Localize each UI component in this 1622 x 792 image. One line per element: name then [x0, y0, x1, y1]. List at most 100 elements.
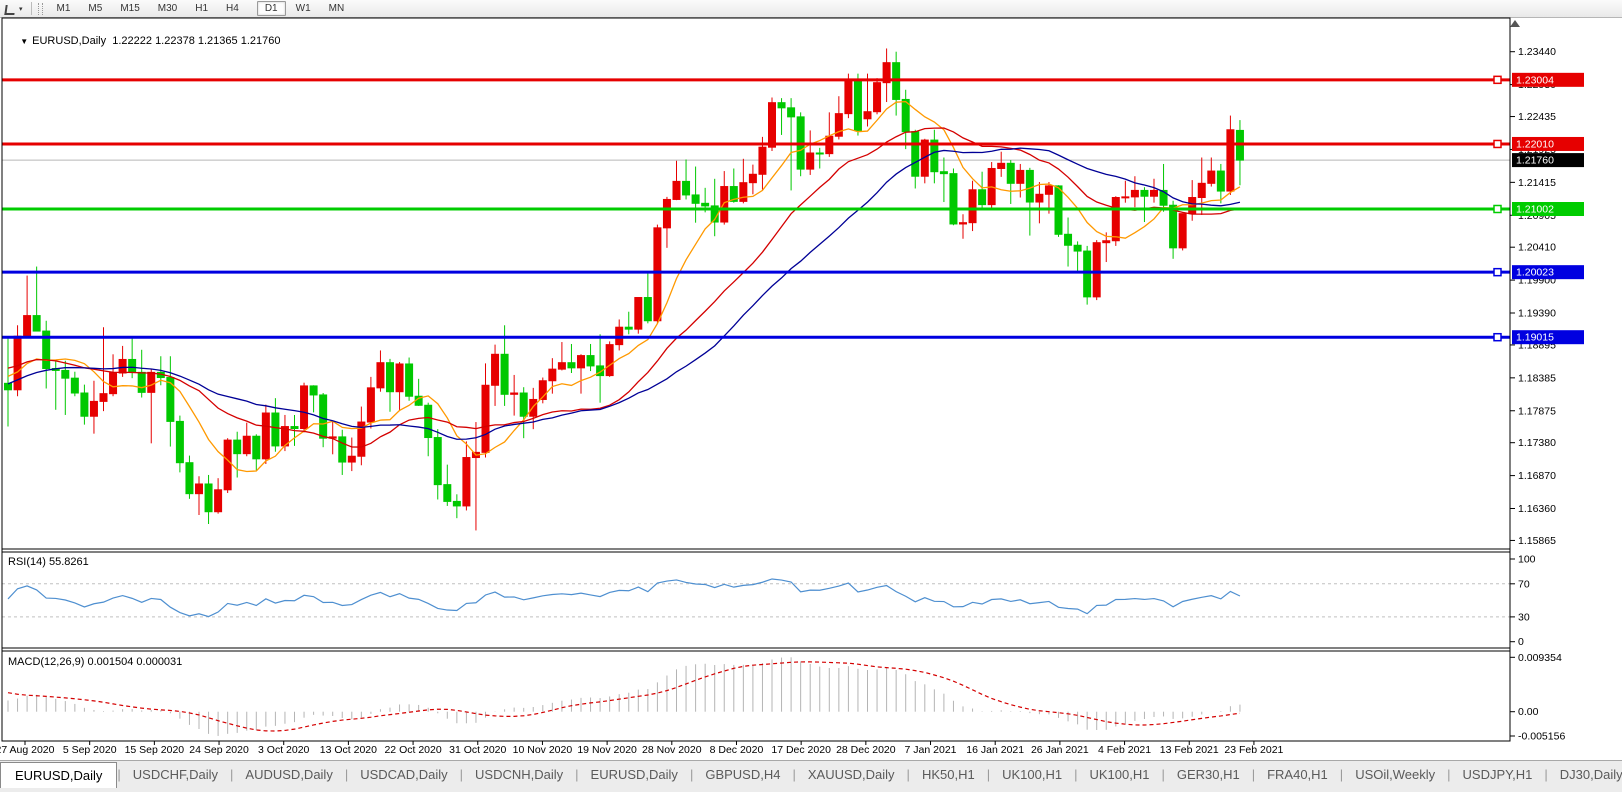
toolbar-separator — [30, 2, 32, 15]
symbol-collapse-icon[interactable]: ▼ — [20, 37, 29, 46]
svg-text:1.20023: 1.20023 — [1516, 267, 1554, 279]
svg-text:15 Sep 2020: 15 Sep 2020 — [125, 744, 185, 756]
svg-text:7 Jan 2021: 7 Jan 2021 — [905, 744, 957, 756]
svg-text:1.21760: 1.21760 — [1516, 155, 1554, 167]
symbol-tab-bar: EURUSD,Daily | USDCHF,Daily | AUDUSD,Daily | U… — [0, 760, 1622, 792]
symbol-tab-ger30-h1[interactable]: GER30,H1 — [1176, 767, 1240, 782]
symbol-tab-dj30-daily[interactable]: DJ30,Daily — [1559, 767, 1622, 782]
svg-text:70: 70 — [1518, 578, 1530, 590]
svg-text:1.20410: 1.20410 — [1518, 242, 1556, 254]
macd-indicator-label: MACD(12,26,9) 0.001504 0.000031 — [8, 656, 183, 668]
svg-text:8 Dec 2020: 8 Dec 2020 — [710, 744, 764, 756]
svg-text:1.17380: 1.17380 — [1518, 437, 1556, 449]
pane-borders — [1, 17, 1511, 742]
timeframe-button-m30[interactable]: M30 — [157, 3, 178, 14]
svg-text:5 Sep 2020: 5 Sep 2020 — [63, 744, 117, 756]
svg-text:26 Jan 2021: 26 Jan 2021 — [1031, 744, 1089, 756]
dropdown-caret-icon[interactable]: ▾ — [19, 5, 23, 13]
symbol-tab-uk100-h1[interactable]: UK100,H1 — [1002, 767, 1063, 782]
tab-separator: | — [1339, 767, 1344, 782]
indicator-axes: 100 70 30 0 0.009354 0.00 -0.005156 — [1510, 554, 1565, 743]
symbol-tab-uk100-h1[interactable]: UK100,H1 — [1089, 767, 1150, 782]
symbol-tab-usdcnh-daily[interactable]: USDCNH,Daily — [475, 767, 564, 782]
moving-averages — [7, 100, 1241, 473]
svg-text:24 Sep 2020: 24 Sep 2020 — [189, 744, 249, 756]
svg-text:27 Aug 2020: 27 Aug 2020 — [0, 744, 55, 756]
svg-text:4 Feb 2021: 4 Feb 2021 — [1098, 744, 1151, 756]
svg-text:19 Nov 2020: 19 Nov 2020 — [577, 744, 637, 756]
svg-text:1.16360: 1.16360 — [1518, 503, 1556, 515]
tab-separator: | — [986, 767, 991, 782]
timeframe-buttons: M1 M5 M15 M30 H1 H4 D1 W1 MN — [48, 1, 354, 16]
tab-separator: | — [1074, 767, 1078, 782]
timeframe-button-w1[interactable]: W1 — [295, 3, 311, 14]
svg-text:0: 0 — [1518, 636, 1524, 648]
svg-text:30: 30 — [1518, 611, 1530, 623]
ohlc-values: 1.22222 1.22378 1.21365 1.21760 — [112, 35, 281, 47]
tab-separator: | — [689, 767, 694, 782]
svg-text:1.19390: 1.19390 — [1518, 308, 1556, 320]
symbol-tabs: EURUSD,Daily | USDCHF,Daily | AUDUSD,Daily | U… — [0, 761, 1622, 788]
symbol-tab-audusd-daily[interactable]: AUDUSD,Daily — [245, 767, 333, 782]
tab-separator: | — [1544, 767, 1548, 782]
timeframe-button-mn[interactable]: MN — [328, 3, 345, 14]
svg-text:100: 100 — [1518, 554, 1536, 566]
svg-text:1.18385: 1.18385 — [1518, 372, 1556, 384]
price-axis[interactable]: 1.234401.229301.224351.219251.214151.209… — [1510, 20, 1584, 547]
candles-group — [4, 48, 1244, 531]
svg-text:23 Feb 2021: 23 Feb 2021 — [1224, 744, 1283, 756]
symbol-tab-usdjpy-h1[interactable]: USDJPY,H1 — [1462, 767, 1533, 782]
timeframe-button-h4[interactable]: H4 — [226, 3, 239, 14]
timeframe-button-d1[interactable]: D1 — [256, 1, 286, 16]
svg-text:1.21415: 1.21415 — [1518, 177, 1556, 189]
timeframe-button-m5[interactable]: M5 — [88, 3, 103, 14]
svg-text:28 Nov 2020: 28 Nov 2020 — [642, 744, 702, 756]
tab-separator: | — [1251, 767, 1256, 782]
symbol-tab-gbpusd-h4[interactable]: GBPUSD,H4 — [705, 767, 781, 782]
scroll-up-icon — [1510, 20, 1520, 27]
svg-text:1.16870: 1.16870 — [1518, 470, 1556, 482]
svg-text:1.22010: 1.22010 — [1516, 138, 1554, 150]
symbol-tab-xauusd-daily[interactable]: XAUUSD,Daily — [807, 767, 895, 782]
svg-text:3 Oct 2020: 3 Oct 2020 — [258, 744, 310, 756]
svg-text:31 Oct 2020: 31 Oct 2020 — [449, 744, 506, 756]
macd-pane[interactable] — [7, 657, 1241, 736]
symbol-tab-fra40-h1[interactable]: FRA40,H1 — [1267, 767, 1328, 782]
timeframe-button-m1[interactable]: M1 — [56, 3, 71, 14]
tab-separator: | — [117, 767, 121, 782]
rsi-pane[interactable] — [2, 578, 1510, 618]
svg-text:1.22435: 1.22435 — [1518, 111, 1556, 123]
svg-text:1.17875: 1.17875 — [1518, 405, 1556, 417]
symbol-tab-usdchf-daily[interactable]: USDCHF,Daily — [132, 767, 219, 782]
symbol-tab-eurusd-daily[interactable]: EURUSD,Daily — [0, 762, 118, 788]
symbol-tab-hk50-h1[interactable]: HK50,H1 — [921, 767, 975, 782]
svg-text:17 Dec 2020: 17 Dec 2020 — [771, 744, 831, 756]
timeframe-button-h1[interactable]: H1 — [195, 3, 209, 14]
tab-separator: | — [575, 767, 579, 782]
svg-text:13 Feb 2021: 13 Feb 2021 — [1160, 744, 1219, 756]
symbol-tab-usoil-weekly[interactable]: USOil,Weekly — [1355, 767, 1436, 782]
svg-text:13 Oct 2020: 13 Oct 2020 — [320, 744, 377, 756]
rsi-indicator-label: RSI(14) 55.8261 — [8, 556, 89, 568]
svg-text:1.21002: 1.21002 — [1516, 203, 1554, 215]
tab-separator: | — [344, 767, 349, 782]
main-chart-pane[interactable] — [2, 18, 1510, 549]
svg-text:1.23004: 1.23004 — [1516, 74, 1554, 86]
date-axis[interactable]: 27 Aug 2020 5 Sep 2020 15 Sep 2020 24 Sep 2… — [0, 741, 1284, 756]
horizontal-levels[interactable] — [2, 75, 1510, 342]
svg-text:1.15865: 1.15865 — [1518, 535, 1556, 547]
tab-separator: | — [792, 767, 796, 782]
svg-text:0.00: 0.00 — [1518, 706, 1539, 718]
tab-separator: | — [230, 767, 234, 782]
timeframe-button-m15[interactable]: M15 — [120, 3, 140, 14]
svg-text:0.009354: 0.009354 — [1518, 652, 1562, 664]
svg-text:22 Oct 2020: 22 Oct 2020 — [384, 744, 441, 756]
svg-text:1.23440: 1.23440 — [1518, 46, 1556, 58]
toolbar-grip[interactable] — [37, 2, 43, 15]
svg-text:16 Jan 2021: 16 Jan 2021 — [966, 744, 1024, 756]
symbol-tab-eurusd-daily[interactable]: EURUSD,Daily — [590, 767, 678, 782]
svg-text:-0.005156: -0.005156 — [1518, 731, 1565, 743]
tab-separator: | — [906, 767, 910, 782]
symbol-tab-usdcad-daily[interactable]: USDCAD,Daily — [360, 767, 448, 782]
